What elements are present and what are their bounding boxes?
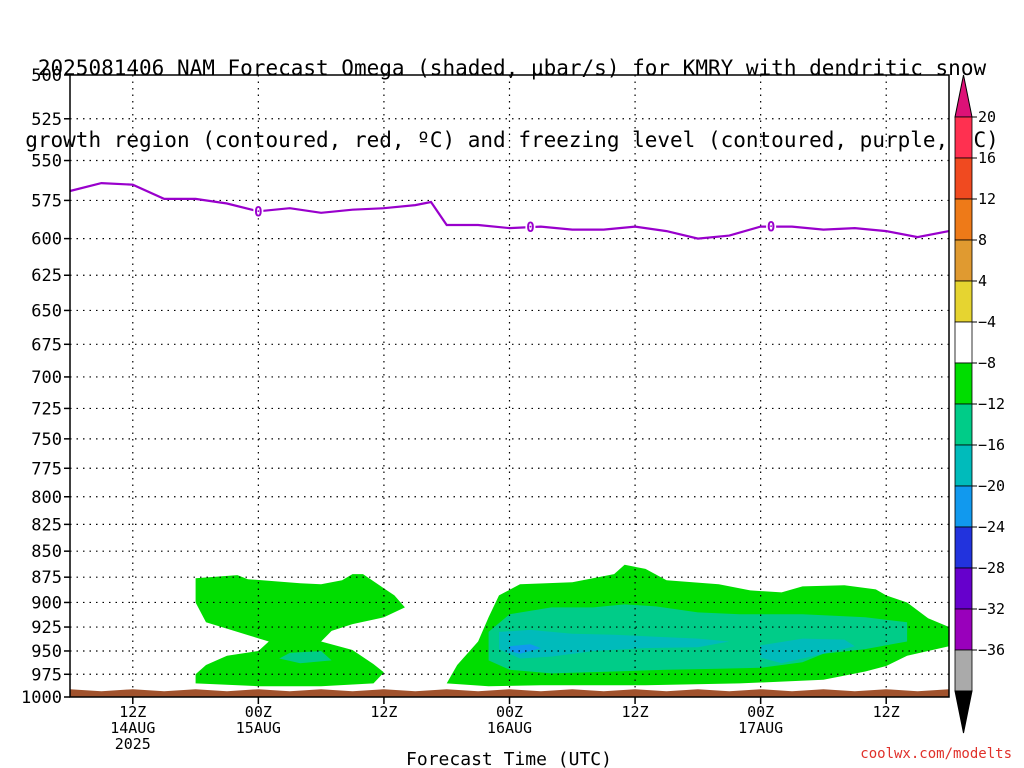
colorbar-label: −4 [978, 313, 996, 331]
colorbar-label: 16 [978, 149, 996, 167]
contour-label-background [525, 219, 536, 235]
y-tick-label: 975 [31, 665, 62, 685]
y-tick-label: 575 [31, 191, 62, 211]
cyan-region-1 [499, 629, 730, 659]
x-tick-label: 2025 [115, 735, 151, 753]
colorbar-label: −20 [978, 477, 1005, 495]
freezing-level-label: 0 [767, 220, 775, 236]
y-tick-label: 650 [31, 301, 62, 321]
green-region-1 [195, 574, 405, 687]
omega-colorbar: 20 16 12 8 4 −4 −8 −12 −16 −20 −24 −28 −32 −36 [954, 74, 1005, 734]
colorbar-segment [954, 362, 973, 405]
colorbar-label: −28 [978, 559, 1005, 577]
colorbar-label: −16 [978, 436, 1005, 454]
y-tick-label: 525 [31, 110, 62, 130]
colorbar-segment [954, 567, 973, 610]
colorbar-label: −36 [978, 641, 1005, 659]
y-tick-label: 675 [31, 335, 62, 355]
colorbar-segment [954, 649, 973, 692]
freezing-level-contour: 0 0 0 [69, 181, 950, 240]
colorbar-label: 12 [978, 190, 996, 208]
y-tick-label: 925 [31, 618, 62, 638]
x-tick-label: 00Z [747, 703, 774, 721]
y-tick-label: 750 [31, 430, 62, 450]
x-tick-label: 12Z [119, 703, 146, 721]
x-axis-title: Forecast Time (UTC) [406, 749, 612, 768]
x-tick-label: 12Z [622, 703, 649, 721]
y-tick-label: 875 [31, 568, 62, 588]
colorbar-segment [954, 198, 973, 241]
colorbar-label: 20 [978, 108, 996, 126]
colorbar-label: −24 [978, 518, 1005, 536]
colorbar-segment [954, 157, 973, 200]
x-tick-label: 16AUG [487, 719, 532, 737]
cyan-region-2 [760, 638, 855, 664]
y-tick-label: 950 [31, 642, 62, 662]
colorbar-bottom-arrow [954, 690, 973, 734]
colorbar-label: −12 [978, 395, 1005, 413]
y-axis-ticks: 500 525 550 575 600 625 650 675 700 725 750 775 800 8… [21, 66, 70, 708]
contour-label-background [253, 203, 264, 219]
title-line-1: 2025081406 NAM Forecast Omega (shaded, μ… [37, 56, 987, 80]
y-tick-label: 700 [31, 368, 62, 388]
colorbar-segment [954, 485, 973, 528]
x-tick-label: 15AUG [236, 719, 281, 737]
colorbar-segment [954, 444, 973, 487]
colorbar-segment [954, 239, 973, 282]
terrain-fill [70, 689, 949, 697]
teal-region-2 [279, 651, 332, 664]
omega-shaded-regions [195, 564, 949, 687]
y-tick-label: 550 [31, 152, 62, 172]
colorbar-top-arrow [954, 74, 973, 118]
y-tick-label: 825 [31, 515, 62, 535]
x-tick-label: 12Z [370, 703, 397, 721]
x-tick-label: 00Z [496, 703, 523, 721]
colorbar-label: −8 [978, 354, 996, 372]
blue-region-1 [509, 644, 541, 654]
y-tick-label: 775 [31, 459, 62, 479]
colorbar-segment [954, 608, 973, 651]
y-tick-label: 600 [31, 230, 62, 250]
title-line-2: growth region (contoured, red, ºC) and f… [25, 128, 999, 152]
x-tick-label: 14AUG [110, 719, 155, 737]
y-tick-label: 850 [31, 542, 62, 562]
chart-title: 2025081406 NAM Forecast Omega (shaded, μ… [0, 8, 1024, 176]
terrain-band [70, 689, 949, 697]
colorbar-segment [954, 116, 973, 159]
freezing-level-label: 0 [526, 220, 534, 236]
contour-label-background [766, 218, 777, 234]
x-tick-label: 12Z [873, 703, 900, 721]
colorbar-segment [954, 280, 973, 323]
colorbar-segment [954, 403, 973, 446]
y-tick-label: 725 [31, 399, 62, 419]
y-tick-label: 800 [31, 488, 62, 508]
colorbar-segment [954, 526, 973, 569]
x-tick-label: 00Z [245, 703, 272, 721]
y-tick-label: 1000 [21, 688, 62, 708]
x-tick-label: 17AUG [738, 719, 783, 737]
colorbar-segment [954, 321, 973, 364]
y-tick-label: 500 [31, 66, 62, 86]
colorbar-label: 4 [978, 272, 987, 290]
y-tick-label: 625 [31, 266, 62, 286]
colorbar-label: −32 [978, 600, 1005, 618]
freezing-level-line [69, 181, 950, 240]
y-tick-label: 900 [31, 593, 62, 613]
colorbar-label: 8 [978, 231, 987, 249]
freezing-level-label: 0 [254, 204, 262, 220]
credit-link[interactable]: coolwx.com/modelts [860, 746, 1012, 762]
